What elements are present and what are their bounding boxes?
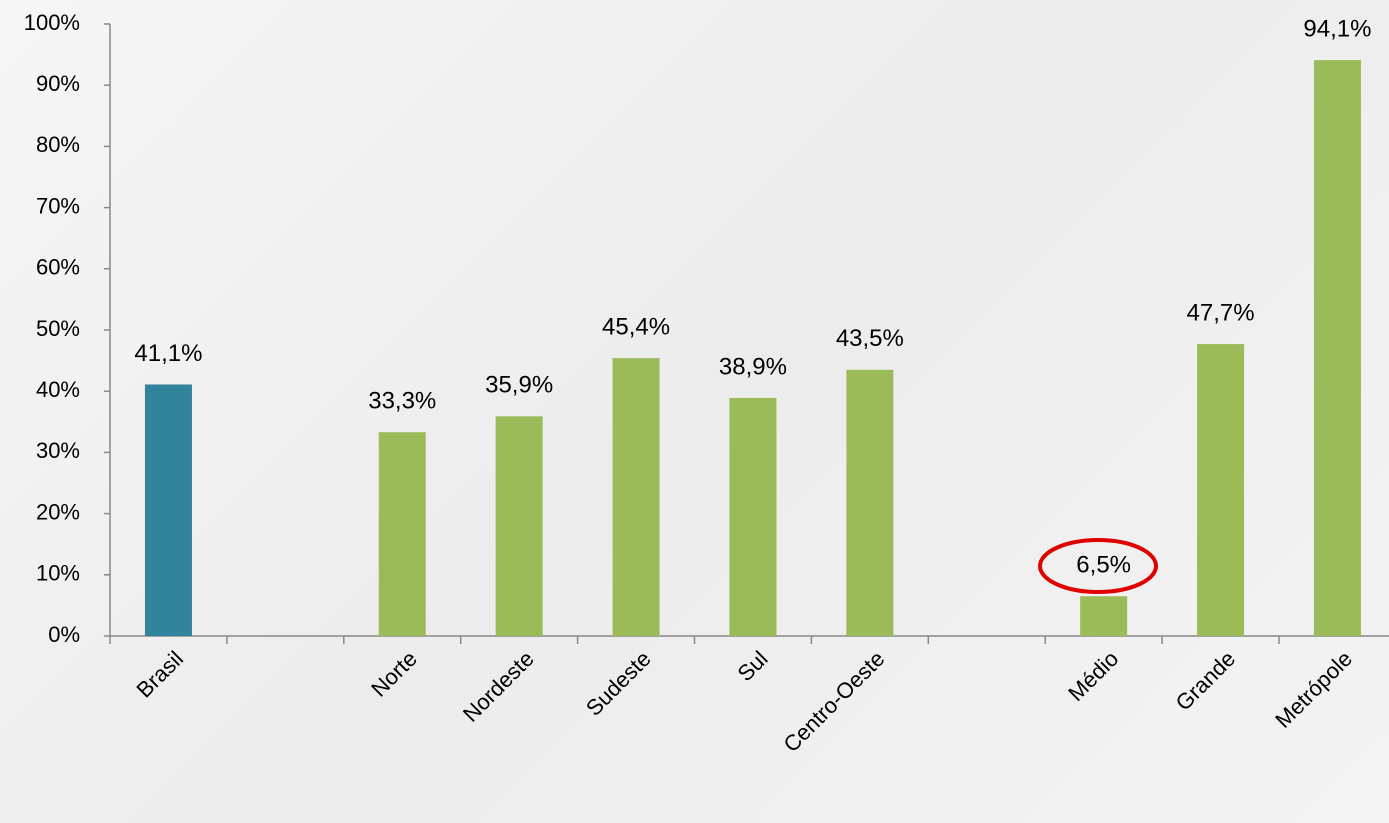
data-label: 47,7% <box>1187 299 1255 326</box>
x-tick-label: Nordeste <box>458 646 539 727</box>
bar <box>729 397 777 636</box>
y-tick-label: 20% <box>36 499 80 524</box>
data-label: 33,3% <box>368 388 436 415</box>
bar <box>1197 344 1245 636</box>
data-label: 35,9% <box>485 372 553 399</box>
y-tick-label: 0% <box>48 622 80 647</box>
x-tick-label: Norte <box>366 646 422 702</box>
bar <box>378 432 426 636</box>
bar <box>144 384 192 636</box>
y-tick-label: 10% <box>36 561 80 586</box>
data-label: 41,1% <box>134 340 202 367</box>
y-tick-label: 60% <box>36 255 80 280</box>
data-label: 38,9% <box>719 353 787 380</box>
bar <box>846 369 894 636</box>
highlight-ellipse <box>1038 538 1158 594</box>
y-tick-label: 80% <box>36 132 80 157</box>
y-tick-label: 90% <box>36 71 80 96</box>
x-tick-label: Sul <box>732 646 772 686</box>
x-tick-label: Grande <box>1171 646 1241 716</box>
y-tick-label: 100% <box>24 10 80 35</box>
bar <box>1313 60 1361 636</box>
x-tick-label: Médio <box>1063 646 1123 706</box>
y-tick-label: 70% <box>36 193 80 218</box>
bar <box>1080 596 1128 636</box>
data-label: 43,5% <box>836 325 904 352</box>
bar <box>495 416 543 636</box>
y-tick-label: 40% <box>36 377 80 402</box>
x-tick-label: Metrópole <box>1270 646 1357 733</box>
data-label: 45,4% <box>602 313 670 340</box>
x-tick-label: Centro-Oeste <box>778 646 889 757</box>
x-tick-label: Sudeste <box>581 646 656 721</box>
x-tick-label: Brasil <box>132 646 189 703</box>
y-tick-label: 50% <box>36 316 80 341</box>
bar <box>612 358 660 636</box>
y-tick-label: 30% <box>36 438 80 463</box>
data-label: 6,5% <box>1076 552 1131 579</box>
data-label: 94,1% <box>1303 15 1371 42</box>
